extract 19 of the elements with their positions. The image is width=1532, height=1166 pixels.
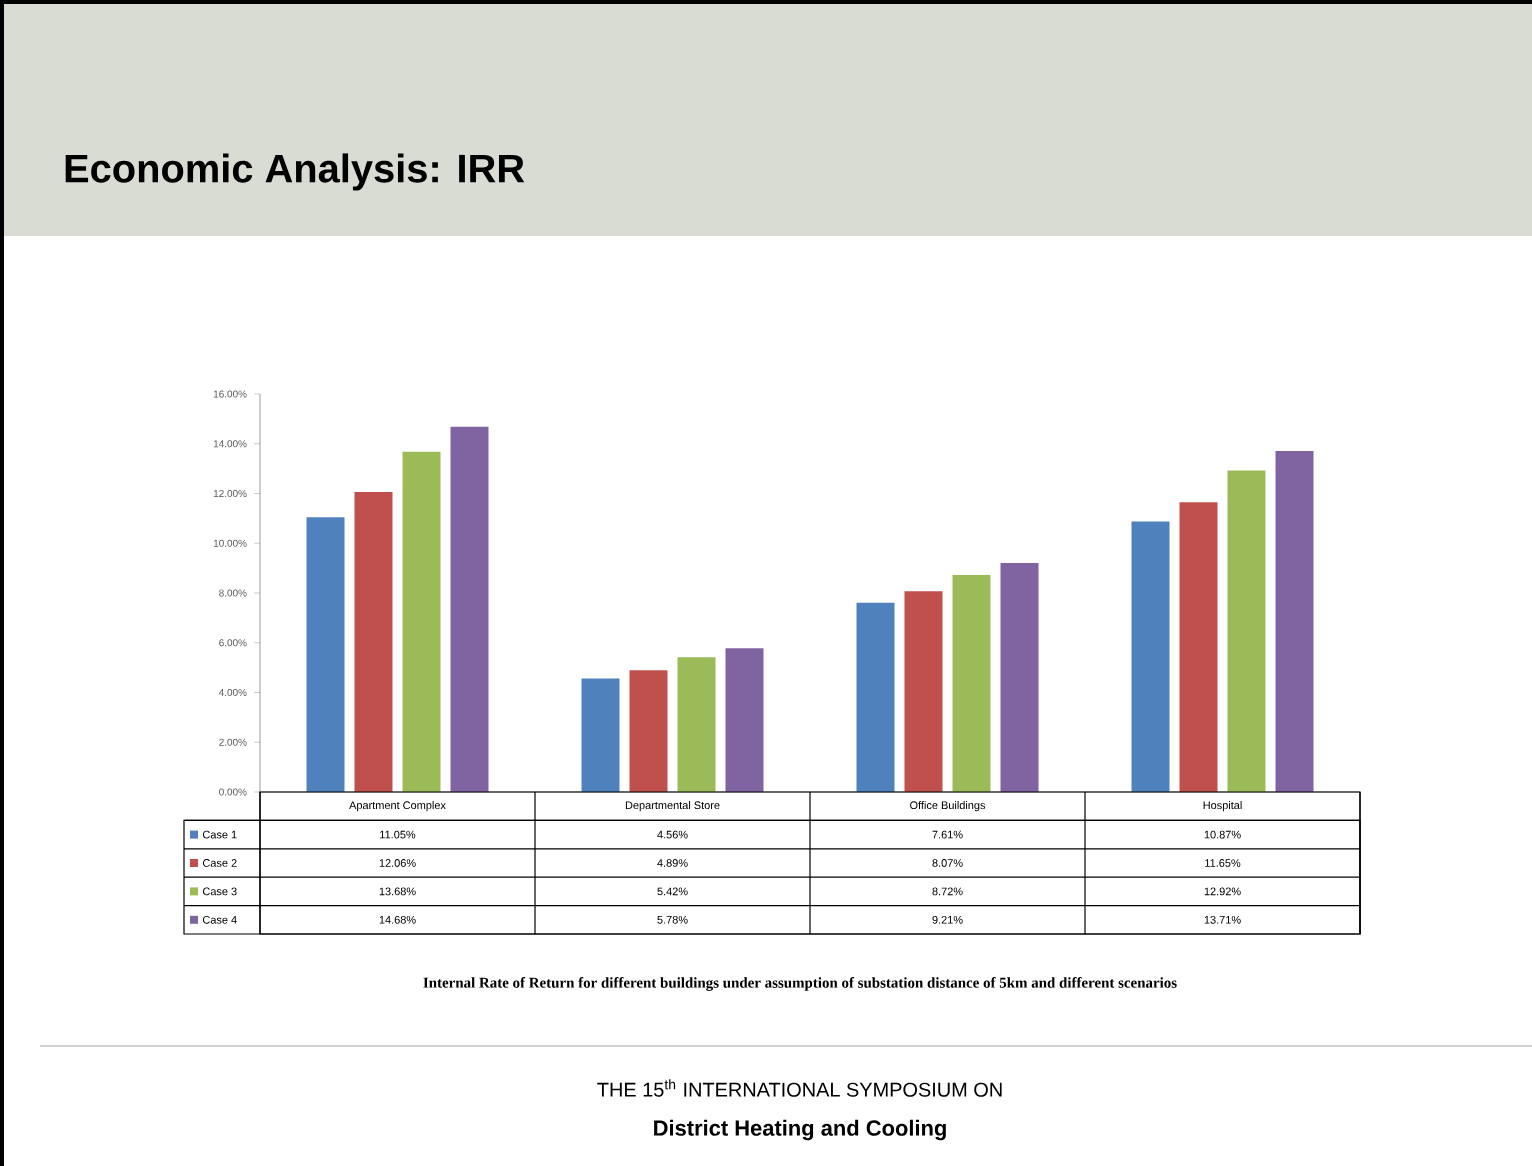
bar — [856, 602, 895, 792]
bar — [629, 670, 668, 792]
bar — [402, 451, 441, 792]
bar — [1000, 562, 1039, 792]
bar — [1275, 450, 1314, 792]
bar — [677, 657, 716, 792]
bar — [1131, 521, 1170, 792]
bar — [354, 492, 393, 792]
bar — [581, 678, 620, 792]
bar — [306, 517, 345, 792]
bar — [952, 575, 991, 792]
text: District Heating and Cooling — [654, 1119, 946, 1141]
text: THE 15$^{th}$ INTERNATIONAL SYMPOSIUM ON — [597, 1079, 1002, 1097]
bar — [904, 591, 943, 792]
bar — [1179, 502, 1218, 792]
bar — [1227, 470, 1266, 792]
bar — [725, 648, 764, 792]
bar — [450, 426, 489, 792]
chart-title: Economic Analysis: IRR — [65, 153, 525, 191]
